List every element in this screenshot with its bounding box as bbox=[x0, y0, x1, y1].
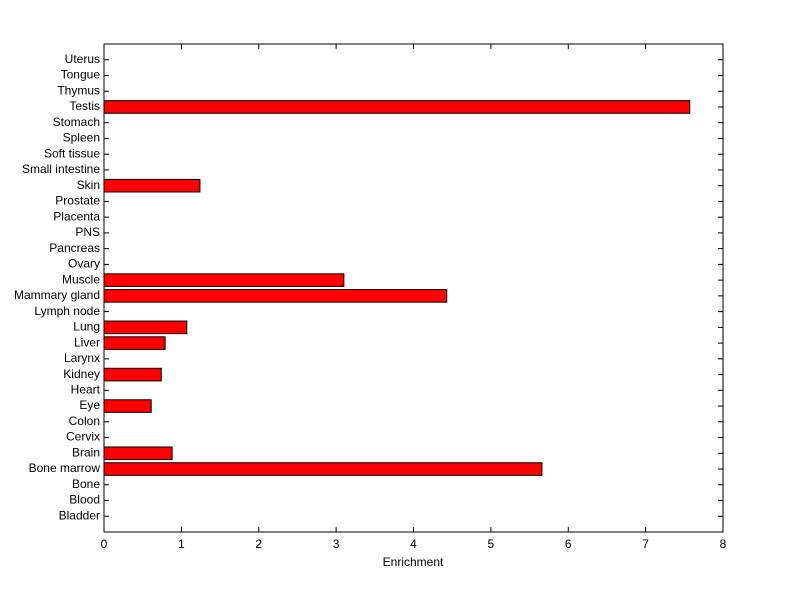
bar bbox=[103, 178, 201, 193]
bar bbox=[103, 336, 166, 350]
y-tick-label: Blood bbox=[69, 493, 100, 507]
y-tick-label: Kidney bbox=[63, 367, 100, 381]
bar bbox=[103, 367, 162, 382]
x-tick-label: 4 bbox=[410, 537, 417, 551]
y-tick-label: Stomach bbox=[53, 115, 100, 129]
x-tick-label: 2 bbox=[255, 537, 262, 551]
y-tick-label: Thymus bbox=[57, 83, 100, 97]
y-tick-label: Muscle bbox=[62, 272, 100, 286]
y-tick-label: Mammary gland bbox=[14, 288, 100, 302]
y-tick-label: Cervix bbox=[66, 430, 100, 444]
y-tick-label: Heart bbox=[71, 382, 101, 396]
y-tick-label: Skin bbox=[77, 178, 100, 192]
x-tick-label: 1 bbox=[178, 537, 185, 551]
y-tick-label: Lung bbox=[73, 320, 100, 334]
y-tick-label: Pancreas bbox=[49, 241, 100, 255]
y-tick-label: Larynx bbox=[64, 351, 100, 365]
y-tick-label: PNS bbox=[75, 225, 100, 239]
x-tick-label: 6 bbox=[565, 537, 572, 551]
y-tick-label: Spleen bbox=[63, 131, 100, 145]
bar bbox=[103, 273, 345, 287]
x-tick-label: 7 bbox=[642, 537, 649, 551]
y-tick-label: Small intestine bbox=[22, 162, 100, 176]
bar bbox=[103, 399, 152, 413]
y-tick-label: Eye bbox=[79, 398, 100, 412]
y-tick-label: Testis bbox=[69, 99, 100, 113]
bar bbox=[103, 100, 691, 114]
bar bbox=[103, 289, 448, 303]
y-tick-label: Uterus bbox=[65, 52, 100, 66]
y-tick-label: Colon bbox=[69, 414, 100, 428]
y-tick-label: Bladder bbox=[59, 508, 100, 522]
y-tick-label: Prostate bbox=[55, 194, 100, 208]
plot-frame bbox=[103, 43, 724, 533]
y-tick-label: Bone marrow bbox=[29, 461, 101, 475]
bar bbox=[103, 446, 173, 461]
y-tick-label: Tongue bbox=[61, 68, 101, 82]
y-tick-label: Lymph node bbox=[34, 304, 100, 318]
bar bbox=[103, 320, 188, 335]
y-tick-label: Placenta bbox=[53, 209, 100, 223]
x-tick-label: 3 bbox=[333, 537, 340, 551]
x-tick-label: 5 bbox=[488, 537, 495, 551]
y-tick-label: Liver bbox=[74, 335, 100, 349]
y-tick-label: Soft tissue bbox=[44, 146, 100, 160]
x-axis-label: Enrichment bbox=[383, 555, 444, 569]
y-tick-label: Bone bbox=[72, 477, 100, 491]
bar bbox=[103, 462, 543, 476]
x-tick-label: 8 bbox=[720, 537, 727, 551]
x-tick-label: 0 bbox=[101, 537, 108, 551]
y-tick-label: Brain bbox=[72, 445, 100, 459]
y-tick-label: Ovary bbox=[68, 257, 100, 271]
